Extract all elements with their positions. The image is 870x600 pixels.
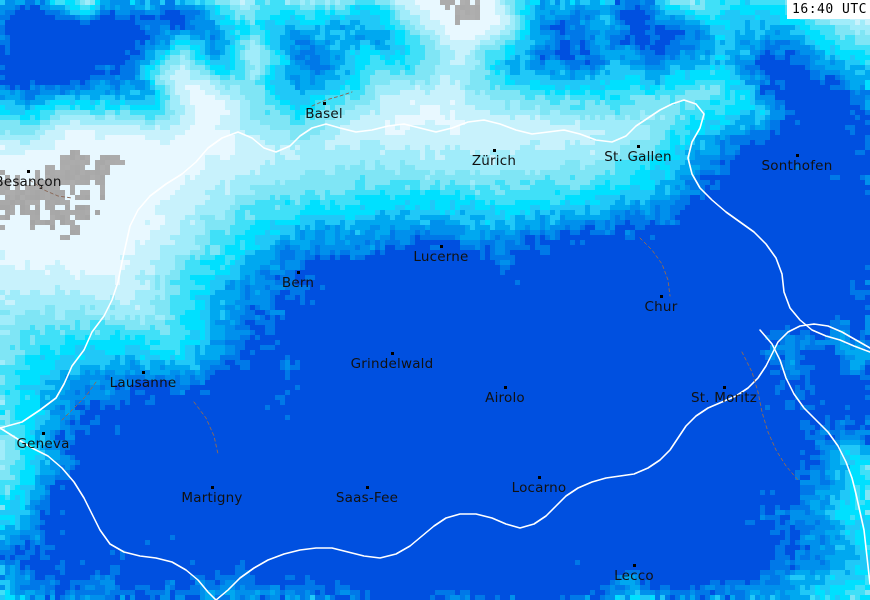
city-label: Grindelwald: [350, 356, 434, 372]
city-dot-icon: [723, 386, 726, 389]
city-label: Locarno: [511, 480, 567, 496]
city-dot-icon: [297, 271, 300, 274]
city-dot-icon: [637, 145, 640, 148]
city-label: Bern: [281, 275, 315, 291]
city-label: Airolo: [485, 390, 525, 406]
city-label: Sonthofen: [761, 158, 833, 174]
city-dot-icon: [366, 486, 369, 489]
city-dot-icon: [42, 432, 45, 435]
city-label: Chur: [644, 299, 678, 315]
city-label: Lucerne: [413, 249, 469, 265]
city-dot-icon: [440, 245, 443, 248]
city-label: St. Moritz: [690, 390, 758, 406]
city-dot-icon: [323, 102, 326, 105]
city-label: Besançon: [0, 174, 62, 190]
city-label: Saas-Fee: [335, 490, 399, 506]
city-dot-icon: [504, 386, 507, 389]
city-dot-icon: [796, 154, 799, 157]
city-label: Martigny: [181, 490, 243, 506]
city-label: Basel: [305, 106, 343, 122]
city-label: Lecco: [614, 568, 654, 584]
city-label: Zürich: [471, 153, 517, 169]
city-dot-icon: [391, 352, 394, 355]
city-label: Geneva: [16, 436, 70, 452]
city-dot-icon: [211, 486, 214, 489]
city-label: Lausanne: [109, 375, 177, 391]
city-dot-icon: [493, 149, 496, 152]
city-dot-icon: [27, 170, 30, 173]
city-dot-icon: [538, 476, 541, 479]
timestamp-badge: 16:40 UTC: [787, 0, 870, 19]
city-dot-icon: [142, 371, 145, 374]
city-label: St. Gallen: [604, 149, 672, 165]
city-dot-icon: [660, 295, 663, 298]
city-dot-icon: [633, 564, 636, 567]
